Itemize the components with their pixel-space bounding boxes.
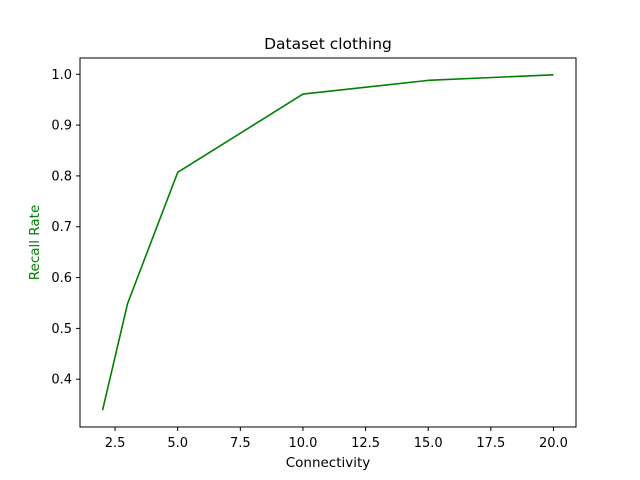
x-tick-label: 2.5 bbox=[105, 436, 126, 451]
y-tick-label: 0.4 bbox=[51, 373, 72, 388]
x-tick-label: 17.5 bbox=[476, 436, 505, 451]
y-tick-label: 0.5 bbox=[51, 322, 72, 337]
x-tick-label: 7.5 bbox=[230, 436, 251, 451]
y-axis-label: Recall Rate bbox=[27, 205, 43, 281]
chart-title: Dataset clothing bbox=[264, 35, 392, 53]
x-tick-label: 10.0 bbox=[288, 436, 317, 451]
y-tick-label: 0.6 bbox=[51, 271, 72, 286]
plot-area bbox=[101, 73, 554, 411]
x-tick-label: 12.5 bbox=[351, 436, 380, 451]
x-axis: 2.5 5.0 7.5 10.0 12.5 15.0 17.5 20.0 bbox=[105, 427, 568, 451]
x-tick-label: 20.0 bbox=[539, 436, 568, 451]
axes-frame bbox=[79, 57, 577, 428]
series-line bbox=[101, 73, 554, 411]
x-tick-label: 15.0 bbox=[414, 436, 443, 451]
y-axis: 0.4 0.5 0.6 0.7 0.8 0.9 1.0 bbox=[51, 68, 80, 388]
x-axis-label: Connectivity bbox=[286, 455, 371, 471]
y-tick-label: 0.7 bbox=[51, 220, 72, 235]
x-tick-label: 5.0 bbox=[167, 436, 188, 451]
y-tick-label: 1.0 bbox=[51, 68, 72, 83]
y-tick-label: 0.8 bbox=[51, 169, 72, 184]
y-tick-label: 0.9 bbox=[51, 119, 72, 134]
